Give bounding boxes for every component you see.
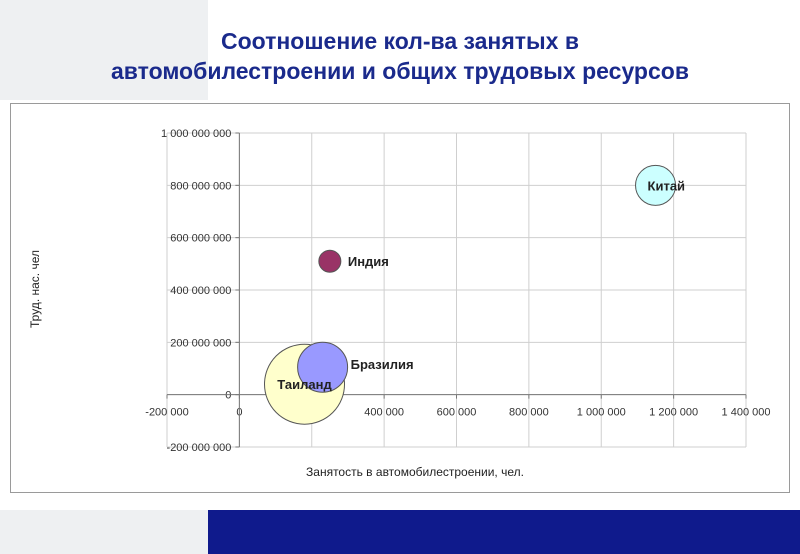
x-tick-label: 1 000 000	[577, 407, 626, 419]
data-label-Бразилия: Бразилия	[351, 357, 414, 372]
bubble-Индия	[318, 249, 342, 273]
bubble-Китай	[635, 164, 677, 206]
x-axis-title: Занятость в автомобилестроении, чел.	[306, 465, 524, 479]
slide-title-line-2: автомобилестроении и общих трудовых ресу…	[111, 58, 689, 84]
data-label-Индия: Индия	[348, 254, 389, 269]
x-tick-label: 1 400 000	[722, 407, 771, 419]
y-tick-label: 800 000 000	[170, 180, 231, 192]
y-tick-label: 0	[225, 390, 231, 402]
y-tick-label: -200 000 000	[167, 442, 232, 454]
slide-title-line-1: Соотношение кол-ва занятых в	[221, 28, 579, 54]
x-tick-label: 400 000	[364, 407, 404, 419]
footer-accent	[0, 510, 208, 554]
bubble-layer	[264, 164, 677, 425]
x-tick-label: -200 000	[145, 407, 188, 419]
y-axis-title: Труд. нас. чел	[28, 250, 42, 328]
bubble-Бразилия	[297, 341, 349, 393]
x-tick-label: 800 000	[509, 407, 549, 419]
data-label-Китай: Китай	[648, 178, 686, 193]
label-layer: Китай Индия Бразилия Таиланд	[277, 178, 685, 392]
x-tick-label: 600 000	[437, 407, 477, 419]
chart-frame: -200 000 000 0 200 000 000 400 000 000 600 0…	[10, 103, 790, 493]
y-tick-label: 200 000 000	[170, 337, 231, 349]
y-tick-label: 400 000 000	[170, 285, 231, 297]
data-label-Таиланд: Таиланд	[277, 377, 332, 392]
header-accent	[0, 0, 208, 100]
y-tick-label: 1 000 000 000	[161, 128, 231, 140]
x-tick-label: 1 200 000	[649, 407, 698, 419]
slide-title: Соотношение кол-ва занятых в автомобилес…	[0, 26, 800, 86]
bubble-chart: -200 000 000 0 200 000 000 400 000 000 600 0…	[28, 128, 770, 479]
axis-layer: -200 000 000 0 200 000 000 400 000 000 600 0…	[145, 128, 770, 454]
y-tick-label: 600 000 000	[170, 233, 231, 245]
